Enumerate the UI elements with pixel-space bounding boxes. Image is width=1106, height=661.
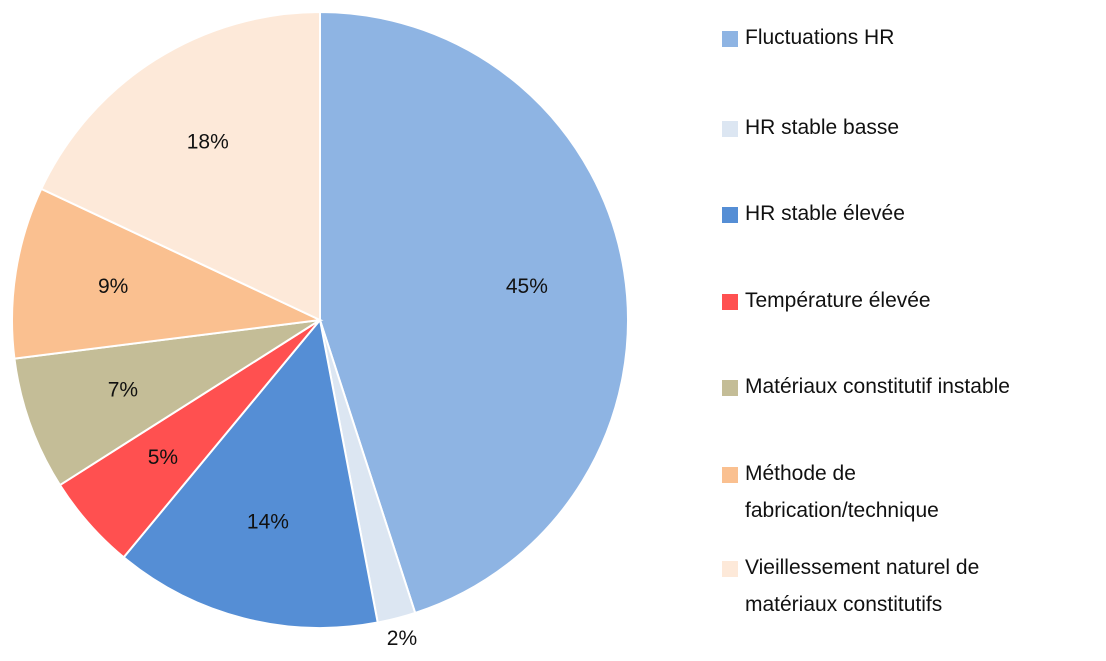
data-label: 18% (187, 131, 229, 154)
legend-swatch (722, 380, 738, 396)
pie-slice (122, 317, 379, 629)
legend-entry: Vieillessement naturel de matériaux cons… (722, 556, 979, 623)
legend-label: Matériaux constitutif instable (745, 375, 1010, 398)
legend-swatch (722, 31, 738, 47)
legend-label: HR stable élevée (745, 202, 905, 225)
legend-label: Vieillessement naturel de matériaux cons… (745, 556, 980, 616)
data-label: 2% (387, 627, 417, 650)
pie-slice (319, 10, 629, 615)
legend-label: Méthode de fabrication/technique (745, 462, 939, 522)
legend-label: HR stable basse (745, 116, 900, 139)
legend-swatch (722, 207, 738, 223)
data-label: 7% (108, 378, 138, 401)
legend-label: Fluctuations HR (745, 26, 895, 49)
data-label: 45% (506, 275, 548, 298)
pie-slice (39, 10, 321, 322)
data-label: 9% (98, 275, 128, 298)
legend-swatch (722, 467, 738, 483)
legend-entry: HR stable élevée (722, 202, 905, 232)
data-label: 14% (247, 510, 289, 533)
pie-slice (13, 319, 321, 487)
pie-area: 45% 2% 14% 5% 7% 9% 18% (11, 10, 629, 650)
legend-entry: HR stable basse (722, 116, 899, 146)
legend-entry: Fluctuations HR (722, 26, 894, 56)
legend-entry: Température élevée (722, 289, 931, 319)
data-label: 5% (148, 446, 178, 469)
legend-entry: Méthode de fabrication/technique (722, 462, 939, 529)
legend-label: Température élevée (745, 289, 931, 312)
legend-swatch (722, 294, 738, 310)
legend-entry: Matériaux constitutif instable (722, 375, 1010, 405)
pie-slice (11, 187, 324, 360)
legend-swatch (722, 561, 738, 577)
legend-swatch (722, 121, 738, 137)
